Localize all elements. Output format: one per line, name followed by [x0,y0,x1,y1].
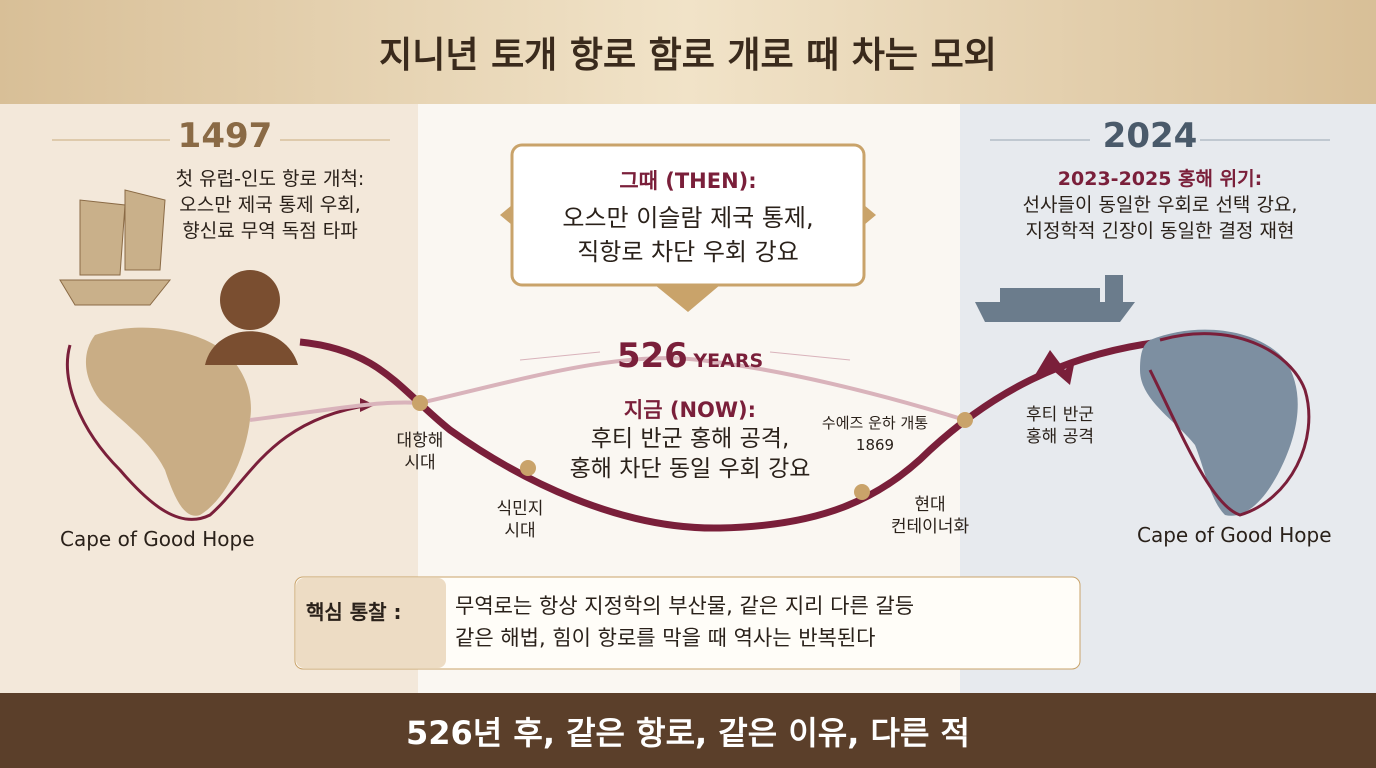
node-label: 1869 [855,436,895,454]
node-label: 시대 [504,521,536,541]
text-line: 선사들이 동일한 우회로 선택 강요, [1022,194,1298,216]
map-label: Cape of Good Hope [1137,523,1332,547]
span-unit: YEARS [693,350,764,372]
text-line: 홍해 차단 동일 우회 강요 [569,456,811,482]
node-label: 수에즈 운하 개통 [821,414,929,432]
year: 1497 [177,116,273,156]
text-line: 직항로 차단 우회 강요 [577,238,799,266]
map-label: Cape of Good Hope [60,527,255,551]
node-label: 식민지 [496,499,544,519]
text-line: 첫 유럽-인도 항로 개척: [175,168,365,190]
node-label: 컨테이너화 [890,517,970,537]
title: 지니년 토개 항로 함로 개로 때 차는 모외 [0,0,1376,104]
year: 2024 [1102,116,1198,156]
text-line: 향신료 무역 독점 타파 [182,220,358,242]
insight-label: 핵심 통찰 : [306,600,402,624]
heading: 그때 (THEN): [619,169,757,193]
node-label: 시대 [404,453,436,473]
footer: 526년 후, 같은 항로, 같은 이유, 다른 적 [0,693,1376,768]
insight-line: 무역로는 항상 지정학의 부산물, 같은 지리 다른 갈등 [455,594,915,618]
insight-line: 같은 해법, 힘이 항로를 막을 때 역사는 반복된다 [455,626,876,650]
heading: 지금 (NOW): [623,398,757,422]
text-line: 오스만 이슬람 제국 통제, [562,204,814,232]
node-label: 대항해 [396,431,444,451]
attack-label: 후티 반군 [1026,405,1094,425]
text-line: 지정학적 긴장이 동일한 결정 재현 [1025,220,1295,242]
node-label: 현대 [914,495,946,515]
attack-label: 홍해 공격 [1026,427,1094,447]
heading: 2023-2025 홍해 위기: [1057,168,1263,190]
span-number: 526 [616,336,688,376]
text-line: 오스만 제국 통제 우회, [179,194,361,216]
text-line: 후티 반군 홍해 공격, [590,426,790,452]
